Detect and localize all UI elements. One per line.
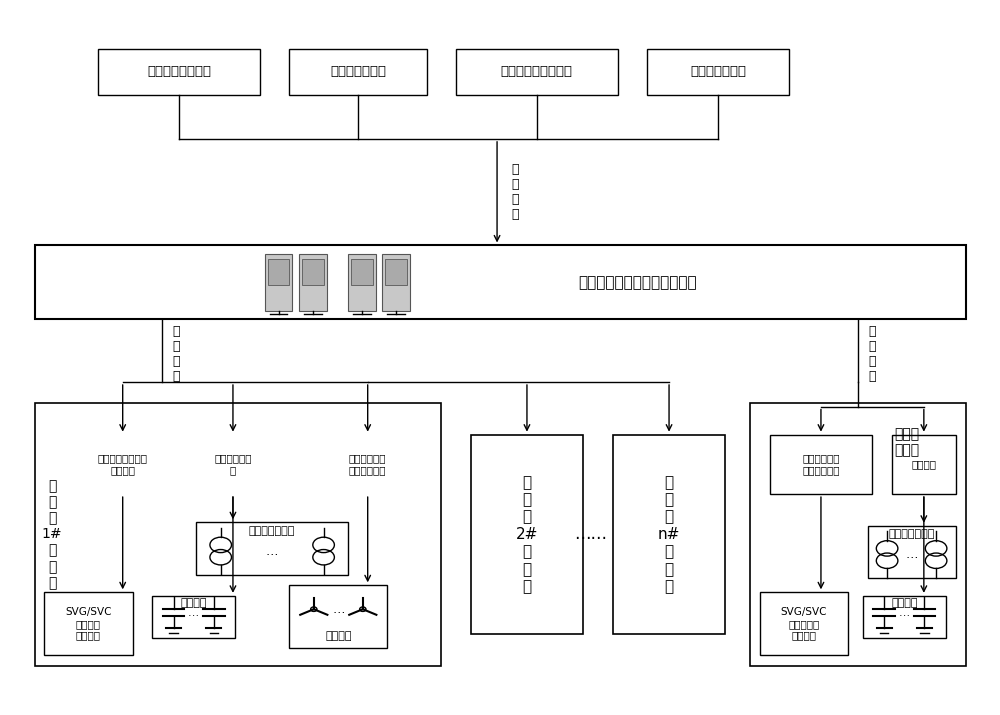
Text: 动态无功补偿设备
控制系统: 动态无功补偿设备 控制系统 [98, 453, 148, 475]
Text: 数
据
采
集: 数 据 采 集 [511, 163, 518, 221]
Text: 电容器组: 电容器组 [891, 598, 918, 608]
Text: 风电机组: 风电机组 [325, 631, 352, 641]
Text: SVG/SVC
及其配套
电容器组: SVG/SVC 及其配套 电容器组 [65, 607, 112, 641]
Circle shape [311, 607, 317, 611]
FancyBboxPatch shape [471, 435, 583, 634]
FancyBboxPatch shape [302, 260, 324, 285]
Text: …: … [188, 608, 199, 618]
FancyBboxPatch shape [44, 592, 132, 655]
Text: 风电场无功电压优化控制系统: 风电场无功电压优化控制系统 [578, 275, 697, 290]
Text: 动态无功补偿
设备控制系统: 动态无功补偿 设备控制系统 [802, 453, 840, 475]
Text: 风电场主控系
统: 风电场主控系 统 [214, 453, 252, 475]
Text: 风电场数据采集系统: 风电场数据采集系统 [501, 66, 573, 79]
FancyBboxPatch shape [268, 260, 289, 285]
Text: 接
入
的
2#
风
电
场: 接 入 的 2# 风 电 场 [516, 475, 538, 594]
FancyBboxPatch shape [750, 403, 966, 666]
FancyBboxPatch shape [34, 245, 966, 319]
Text: …: … [266, 545, 278, 558]
FancyBboxPatch shape [868, 526, 956, 578]
FancyBboxPatch shape [191, 435, 275, 494]
FancyBboxPatch shape [385, 260, 407, 285]
FancyBboxPatch shape [196, 522, 348, 575]
FancyBboxPatch shape [348, 254, 376, 310]
FancyBboxPatch shape [289, 585, 387, 649]
Text: 汇集变数据采集: 汇集变数据采集 [690, 66, 746, 79]
FancyBboxPatch shape [456, 49, 618, 94]
FancyBboxPatch shape [152, 596, 235, 638]
FancyBboxPatch shape [770, 435, 872, 494]
Text: 接
入
的
1#
风
电
场: 接 入 的 1# 风 电 场 [42, 479, 62, 590]
Text: 风电机组无功
出力控制系统: 风电机组无功 出力控制系统 [349, 453, 386, 475]
Text: 控制单元运行信息: 控制单元运行信息 [147, 66, 211, 79]
Text: …: … [899, 608, 910, 618]
FancyBboxPatch shape [265, 254, 292, 310]
Text: 接
入
的
n#
风
电
场: 接 入 的 n# 风 电 场 [658, 475, 680, 594]
Circle shape [360, 607, 366, 611]
Text: 主变分接头位置: 主变分接头位置 [249, 526, 295, 536]
FancyBboxPatch shape [34, 403, 441, 666]
Text: 主控系统: 主控系统 [911, 459, 936, 469]
Text: 汇集点
变电站: 汇集点 变电站 [895, 428, 920, 458]
Text: 控
制
指
令: 控 制 指 令 [173, 325, 180, 383]
FancyBboxPatch shape [289, 49, 426, 94]
FancyBboxPatch shape [98, 49, 260, 94]
FancyBboxPatch shape [863, 596, 946, 638]
FancyBboxPatch shape [319, 435, 417, 494]
Text: …: … [332, 603, 345, 616]
FancyBboxPatch shape [892, 435, 956, 494]
FancyBboxPatch shape [382, 254, 410, 310]
FancyBboxPatch shape [647, 49, 789, 94]
FancyBboxPatch shape [74, 435, 172, 494]
FancyBboxPatch shape [760, 592, 848, 655]
Text: 风功率预测系统: 风功率预测系统 [330, 66, 386, 79]
FancyBboxPatch shape [299, 254, 327, 310]
Text: SVG/SVC
及其配套的
电容器组: SVG/SVC 及其配套的 电容器组 [781, 607, 827, 641]
FancyBboxPatch shape [613, 435, 725, 634]
Text: 控
制
指
令: 控 制 指 令 [869, 325, 876, 383]
Text: …: … [905, 548, 918, 561]
FancyBboxPatch shape [351, 260, 373, 285]
Text: 电容器组: 电容器组 [180, 598, 207, 608]
Text: 主变分接头位置: 主变分接头位置 [888, 529, 935, 539]
Text: ……: …… [574, 525, 607, 543]
